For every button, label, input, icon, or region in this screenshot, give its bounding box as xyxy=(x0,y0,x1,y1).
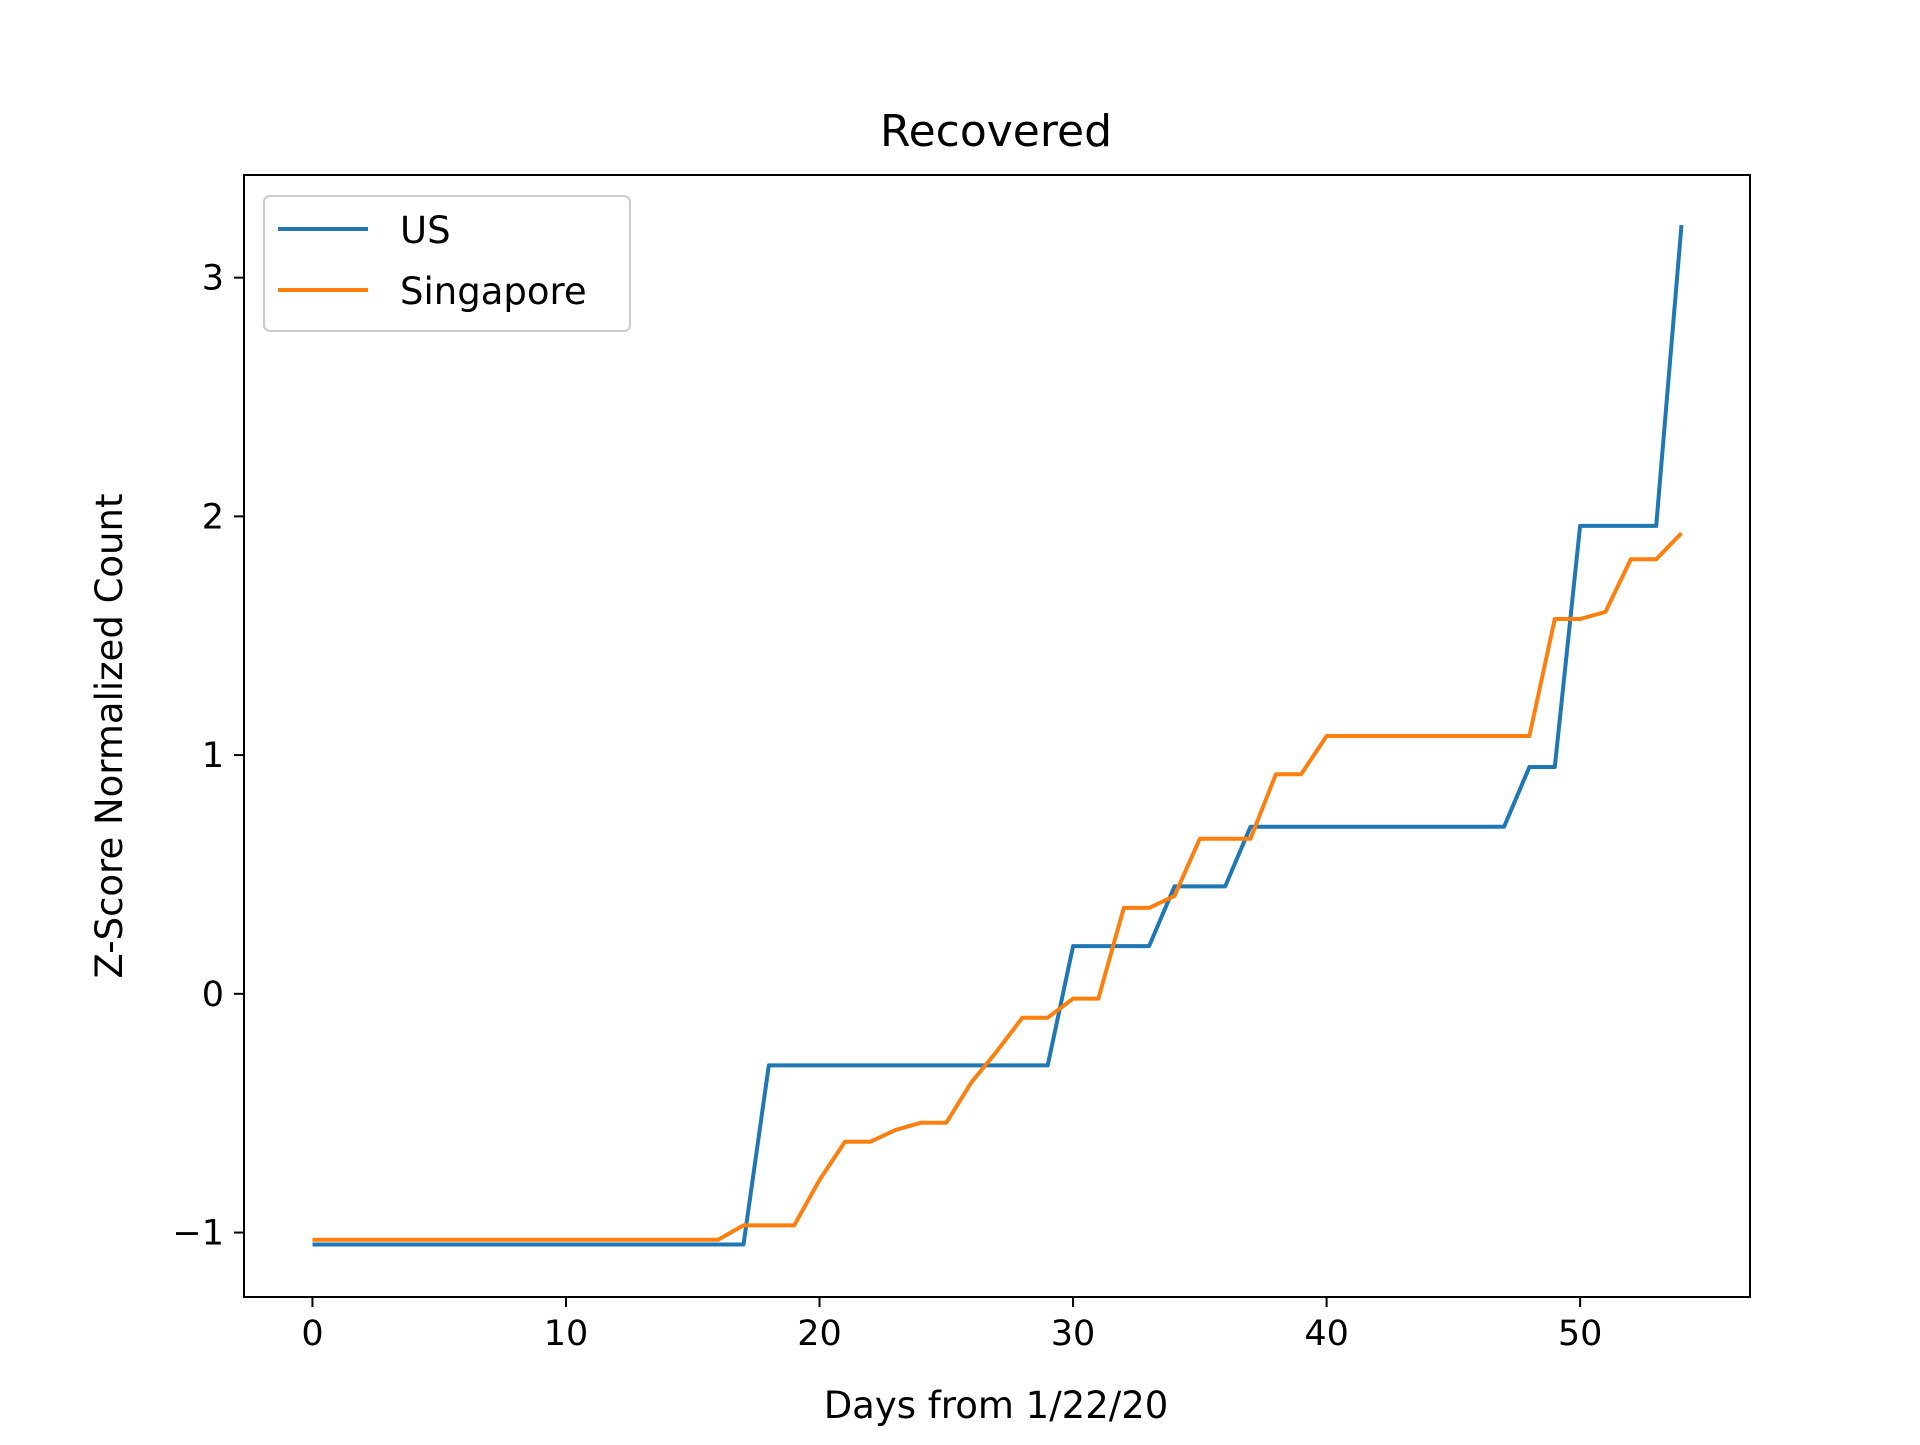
y-axis-label: Z-Score Normalized Count xyxy=(88,494,131,979)
y-tick-label: 3 xyxy=(202,259,224,299)
x-tick-label: 0 xyxy=(301,1314,323,1354)
legend-label-us: US xyxy=(400,209,451,252)
series-lines-layer xyxy=(312,224,1684,1247)
x-axis-label: Days from 1/22/20 xyxy=(824,1384,1169,1427)
x-tick-label: 40 xyxy=(1304,1314,1349,1354)
y-tick-label: 0 xyxy=(202,975,224,1015)
x-tick-label: 30 xyxy=(1051,1314,1096,1354)
plot-frame xyxy=(243,174,1751,1298)
y-tick-label: 2 xyxy=(202,497,224,537)
y-axis: −1 0 1 2 3 xyxy=(172,259,244,1254)
x-tick-label: 10 xyxy=(544,1314,589,1354)
x-tick-label: 50 xyxy=(1558,1314,1603,1354)
series-line-singapore xyxy=(312,531,1683,1242)
legend: US Singapore xyxy=(263,195,631,332)
x-axis: 0 10 20 30 40 50 xyxy=(301,1297,1602,1354)
y-tick-label: 1 xyxy=(202,736,224,776)
chart-title: Recovered xyxy=(880,106,1112,157)
legend-label-singapore: Singapore xyxy=(400,270,587,313)
y-tick-label: −1 xyxy=(172,1214,224,1254)
series-line-us xyxy=(312,224,1684,1247)
x-tick-label: 20 xyxy=(797,1314,842,1354)
